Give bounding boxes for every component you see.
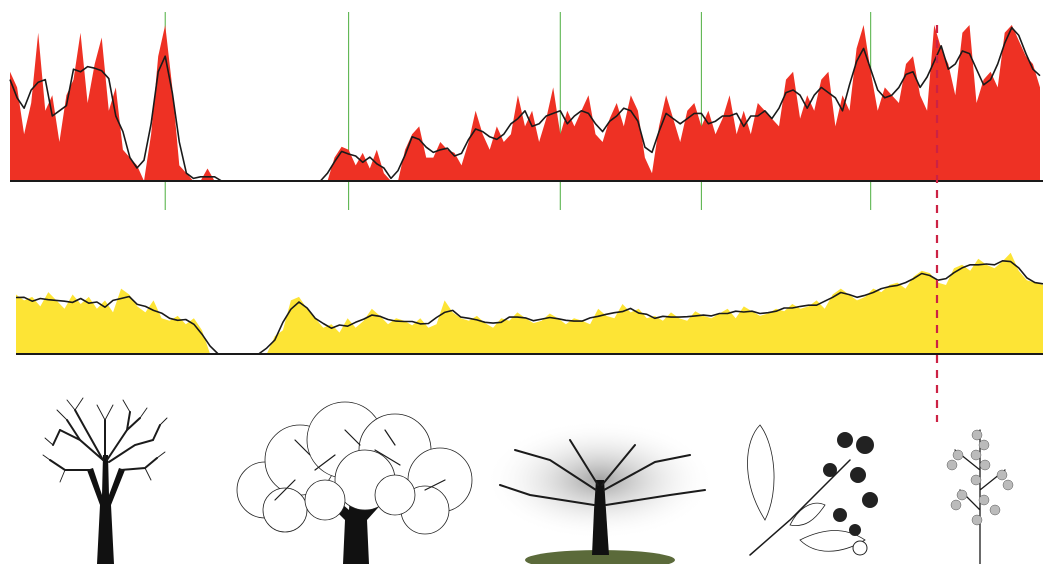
winter-tree-photo-icon xyxy=(485,420,715,564)
bottom-smooth-line xyxy=(15,260,1043,355)
berry-branch-icon xyxy=(747,424,878,556)
bare-tree-icon xyxy=(42,397,168,564)
heather-sprig-icon xyxy=(946,429,1014,564)
top-area-series xyxy=(10,25,1040,181)
bottom-chart xyxy=(15,252,1043,355)
top-smooth-line xyxy=(9,26,1041,182)
bottom-area-series xyxy=(16,252,1043,354)
leafy-tree-icon xyxy=(236,401,473,564)
top-chart xyxy=(9,12,1043,210)
